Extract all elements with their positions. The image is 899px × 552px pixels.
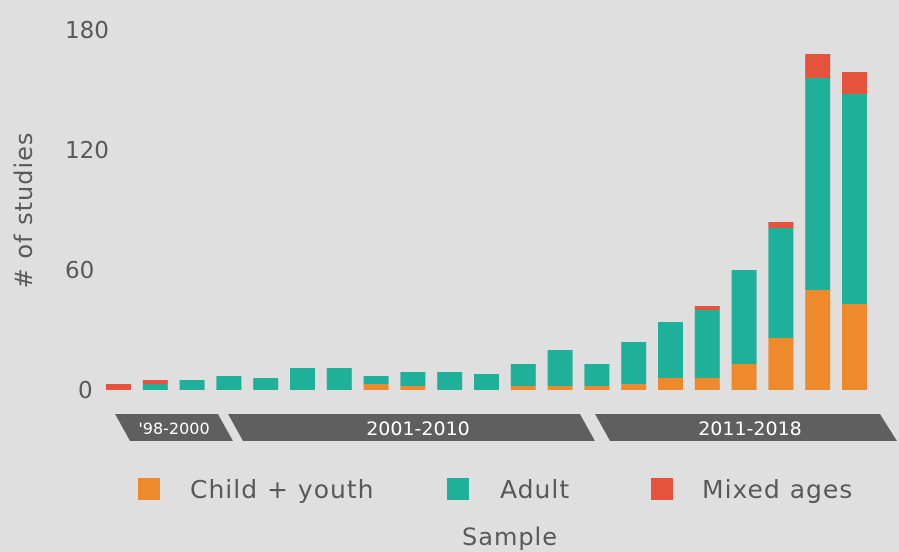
bar-segment	[805, 54, 831, 78]
bar-segment	[584, 364, 610, 386]
bar-segment	[547, 386, 573, 390]
era-label-2001-2010: 2001-2010	[366, 418, 470, 440]
bar-segment	[400, 386, 426, 390]
bar-segment	[510, 364, 536, 386]
era-band-2001-2010	[228, 414, 595, 441]
x-axis-label: Sample	[462, 523, 558, 551]
legend-swatch-adult	[447, 478, 469, 500]
bar-segment	[106, 384, 131, 390]
legend-label-mixed-ages: Mixed ages	[702, 475, 853, 504]
era-bands: '98-2000 2001-2010 2011-2018	[115, 414, 897, 441]
bar-segment	[142, 380, 168, 384]
bar-segment	[842, 72, 867, 94]
bar-segment	[658, 322, 683, 378]
bar-segment	[474, 374, 499, 390]
bar-segment	[363, 376, 389, 384]
bar-segment	[731, 364, 757, 390]
bar-segment	[253, 378, 279, 390]
bar-segment	[326, 368, 352, 390]
bar-segment	[142, 384, 168, 390]
bar-segment	[842, 94, 867, 304]
bar-segment	[363, 384, 389, 390]
y-tick-label: 180	[65, 18, 109, 44]
bar-segment	[400, 372, 426, 386]
y-tick-label: 0	[78, 378, 93, 404]
bar-segment	[179, 380, 205, 390]
bar-segment	[694, 306, 720, 310]
bar-segment	[731, 270, 757, 364]
bar-segment	[768, 338, 794, 390]
bar-segment	[805, 290, 831, 390]
bar-segment	[768, 222, 794, 228]
y-tick-label: 60	[65, 258, 94, 284]
bar-segment	[584, 386, 610, 390]
bar-segment	[510, 386, 536, 390]
era-label-2011-2018: 2011-2018	[698, 418, 802, 440]
bar-segment	[658, 378, 683, 390]
bar-segment	[621, 342, 647, 384]
bar-segment	[694, 378, 720, 390]
bar-segment	[842, 304, 867, 390]
y-tick-label: 120	[65, 138, 109, 164]
legend-label-child-youth: Child + youth	[190, 475, 374, 504]
legend-swatch-child-youth	[138, 478, 160, 500]
bars	[106, 54, 867, 390]
bar-segment	[437, 372, 463, 390]
era-label-1998-2000: '98-2000	[138, 419, 209, 438]
legend-label-adult: Adult	[500, 475, 570, 504]
era-band-1998-2000	[115, 414, 233, 441]
legend-swatch-mixed-ages	[651, 478, 673, 500]
bar-segment	[621, 384, 647, 390]
bar-segment	[216, 376, 242, 390]
era-band-2011-2018	[595, 414, 897, 441]
y-axis-label: # of studies	[10, 132, 38, 289]
y-axis: 0 60 120 180	[65, 18, 109, 404]
bar-segment	[290, 368, 315, 390]
bar-segment	[547, 350, 573, 386]
legend: Child + youth Adult Mixed ages	[138, 475, 853, 504]
bar-segment	[694, 310, 720, 378]
bar-segment	[805, 78, 831, 290]
bar-segment	[768, 228, 794, 338]
